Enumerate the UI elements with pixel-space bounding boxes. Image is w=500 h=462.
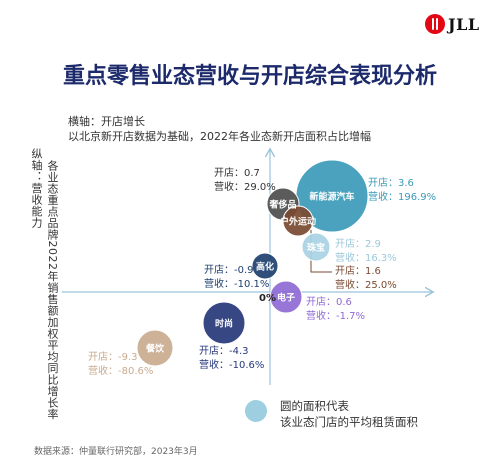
- annotation-revenue-餐饮: 营收：-80.6%: [88, 366, 154, 377]
- bubble-餐饮: [136, 329, 174, 367]
- bubble-珠宝: [301, 232, 331, 262]
- origin-label: 0%: [259, 293, 276, 304]
- legend-circle-icon: [245, 400, 267, 422]
- annotation-revenue-珠宝: 营收：16.3%: [335, 253, 397, 264]
- y-axis-label: 纵轴：营收能力: [30, 148, 43, 229]
- annotation-餐饮: 开店：-9.3 营收：-80.6%: [88, 351, 153, 379]
- legend-text-line2: 该业态门店的平均租赁面积: [280, 415, 418, 429]
- bubble-label-电子: 电子: [276, 293, 296, 304]
- bubble-高化: [251, 252, 279, 280]
- annotation-open-时尚: 开店：-4.3: [199, 346, 249, 357]
- bubble-label-户外运动: 户外运动: [279, 217, 317, 228]
- bubble-label-珠宝: 珠宝: [306, 243, 326, 254]
- bubble-电子: [269, 280, 303, 314]
- legend-text-line1: 圆的面积代表: [280, 399, 349, 413]
- annotation-revenue-新能源汽车: 营收：196.9%: [368, 192, 437, 203]
- annotation-revenue-户外运动: 营收：25.0%: [335, 280, 397, 291]
- y-axis-description: 各业态重点品牌2022年销售额加权平均同比增长率: [46, 160, 59, 420]
- annotation-珠宝: 开店：2.9 营收：16.3%: [335, 238, 397, 266]
- annotation-open-户外运动: 开店：1.6: [335, 266, 381, 277]
- annotation-revenue-电子: 营收：-1.7%: [306, 311, 366, 322]
- jll-logo-text: JLL: [448, 14, 480, 34]
- annotation-户外运动: 开店：1.6 营收：25.0%: [335, 265, 397, 293]
- annotation-open-电子: 开店：0.6: [306, 297, 352, 308]
- bubble-时尚: [202, 301, 246, 345]
- annotation-奢侈品: 开店：0.7 营收：29.0%: [214, 167, 276, 195]
- bubble-label-餐饮: 餐饮: [145, 344, 165, 355]
- annotation-open-珠宝: 开店：2.9: [335, 239, 381, 250]
- annotation-电子: 开店：0.6 营收：-1.7%: [306, 296, 365, 324]
- annotation-高化: 开店：-0.9 营收：-10.1%: [204, 264, 269, 292]
- annotation-open-奢侈品: 开店：0.7: [214, 168, 260, 179]
- annotation-open-高化: 开店：-0.9: [204, 265, 254, 276]
- annotation-revenue-奢侈品: 营收：29.0%: [214, 182, 276, 193]
- chart-title: 重点零售业态营收与开店综合表现分析: [62, 64, 437, 89]
- source-note: 数据来源：仲量联行研究部，2023年3月: [34, 447, 198, 457]
- x-axis-description: 以北京新开店数据为基础，2022年各业态新开店面积占比增幅: [68, 130, 371, 143]
- bubble-label-时尚: 时尚: [214, 319, 234, 330]
- annotation-open-餐饮: 开店：-9.3: [88, 352, 138, 363]
- annotation-时尚: 开店：-4.3 营收：-10.6%: [199, 345, 264, 373]
- jll-logo-icon: [425, 14, 445, 34]
- bubble-label-奢侈品: 奢侈品: [269, 200, 297, 211]
- annotation-revenue-时尚: 营收：-10.6%: [199, 360, 265, 371]
- bubble-户外运动: [282, 205, 314, 237]
- x-axis-label: 横轴：开店增长: [68, 115, 145, 128]
- jll-logo: JLL: [425, 12, 489, 36]
- annotation-新能源汽车: 开店：3.6 营收：196.9%: [368, 177, 436, 205]
- bubble-label-新能源汽车: 新能源汽车: [309, 192, 355, 203]
- bubble-label-高化: 高化: [255, 262, 275, 273]
- annotation-open-新能源汽车: 开店：3.6: [368, 178, 414, 189]
- annotation-revenue-高化: 营收：-10.1%: [204, 279, 270, 290]
